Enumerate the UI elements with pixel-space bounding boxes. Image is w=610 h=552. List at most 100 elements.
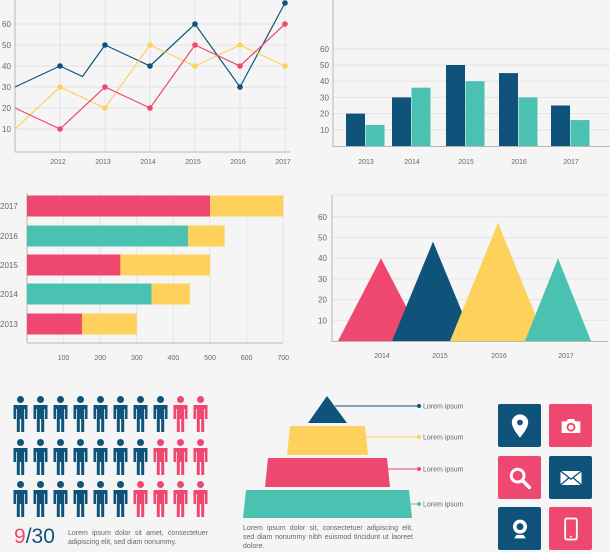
person-icon: [133, 481, 148, 517]
data-point-pink: [102, 84, 108, 90]
person-icon: [93, 439, 108, 475]
y-tick-label: 30: [320, 93, 329, 102]
y-tick-label: 20: [320, 110, 329, 119]
person-icon: [93, 396, 108, 432]
webcam-tile[interactable]: [498, 507, 541, 550]
connector-dot: [417, 404, 421, 408]
person-icon: [53, 396, 68, 432]
location-pin-tile[interactable]: [498, 404, 541, 447]
camera-tile[interactable]: [549, 404, 592, 447]
connector-dot: [417, 467, 421, 471]
y-tick-label: 2014: [0, 290, 18, 299]
y-tick-label: 10: [318, 316, 327, 325]
bar-segment-primary: [27, 225, 189, 247]
pyramid-level-1: [308, 396, 347, 423]
x-tick-label: 2014: [374, 353, 390, 360]
person-icon: [173, 439, 188, 475]
data-point-pink: [237, 63, 243, 69]
person-icon: [133, 439, 148, 475]
x-tick-label: 2017: [275, 159, 291, 166]
people-count: 9/30: [14, 525, 55, 549]
person-icon: [113, 439, 128, 475]
x-tick-label: 100: [58, 355, 70, 362]
data-point-blue: [237, 84, 243, 90]
person-icon: [13, 396, 28, 432]
people-count-total: /30: [25, 525, 55, 548]
person-icon: [93, 481, 108, 517]
data-point-pink: [192, 42, 198, 48]
x-tick-label: 2016: [491, 353, 507, 360]
bar-series2: [518, 97, 538, 146]
x-tick-label: 2017: [558, 353, 574, 360]
pyramid-label: Lorem ipsum: [423, 467, 464, 474]
data-point-blue: [147, 63, 153, 69]
y-tick-label: 50: [2, 41, 11, 50]
x-tick-label: 200: [94, 355, 106, 362]
y-tick-label: 50: [318, 234, 327, 243]
person-icon: [13, 439, 28, 475]
data-point-pink: [147, 105, 153, 111]
x-tick-label: 500: [204, 355, 216, 362]
data-point-blue: [57, 63, 63, 69]
pyramid-level-3: [265, 458, 390, 487]
y-tick-label: 60: [320, 45, 329, 54]
pyramid-caption: Lorem ipsum dolor sit, consectetuer adip…: [243, 525, 413, 550]
person-icon: [153, 396, 168, 432]
triangle-2017: [525, 258, 591, 341]
person-icon: [33, 439, 48, 475]
connector-dot: [417, 502, 421, 506]
person-icon: [33, 396, 48, 432]
people-caption: Lorem ipsum dolor sit amet, consectetuer…: [68, 530, 208, 546]
bar-series2: [570, 120, 590, 146]
mail-tile[interactable]: [549, 456, 592, 499]
x-tick-label: 2013: [358, 159, 374, 166]
bar-series1: [446, 65, 465, 146]
pyramid-level-2: [287, 426, 368, 455]
bar-segment-primary: [27, 254, 121, 276]
bar-series2: [411, 87, 431, 146]
data-point-yellow: [237, 42, 243, 48]
x-tick-label: 2017: [563, 159, 579, 166]
y-tick-label: 2017: [0, 202, 18, 211]
mail-icon: [559, 469, 582, 486]
triangle-2016: [450, 223, 546, 341]
y-tick-label: 40: [320, 77, 329, 86]
person-icon: [13, 481, 28, 517]
y-tick-label: 2015: [0, 261, 18, 270]
data-point-pink: [57, 126, 63, 132]
x-tick-label: 2014: [140, 159, 156, 166]
bar-series1: [551, 105, 570, 146]
bar-series2: [365, 124, 385, 146]
x-tick-label: 2016: [511, 159, 527, 166]
person-icon: [193, 396, 208, 432]
x-tick-label: 2015: [432, 353, 448, 360]
person-icon: [113, 396, 128, 432]
search-icon: [509, 467, 531, 489]
data-point-blue: [282, 0, 288, 6]
y-tick-label: 30: [318, 275, 327, 284]
pyramid-label: Lorem ipsum: [423, 404, 464, 411]
person-icon: [173, 396, 188, 432]
data-point-yellow: [102, 105, 108, 111]
x-tick-label: 300: [131, 355, 143, 362]
person-icon: [153, 481, 168, 517]
person-icon: [133, 396, 148, 432]
pyramid-label: Lorem ipsum: [423, 435, 464, 442]
x-tick-label: 2013: [95, 159, 111, 166]
search-tile[interactable]: [498, 456, 541, 499]
person-icon: [173, 481, 188, 517]
data-point-pink: [282, 21, 288, 27]
person-icon: [73, 439, 88, 475]
tablet-tile[interactable]: [549, 507, 592, 550]
person-icon: [73, 481, 88, 517]
y-tick-label: 60: [318, 213, 327, 222]
triangle-2015: [392, 241, 474, 341]
person-icon: [193, 481, 208, 517]
x-tick-label: 2014: [404, 159, 420, 166]
person-icon: [33, 481, 48, 517]
webcam-icon: [512, 519, 527, 538]
